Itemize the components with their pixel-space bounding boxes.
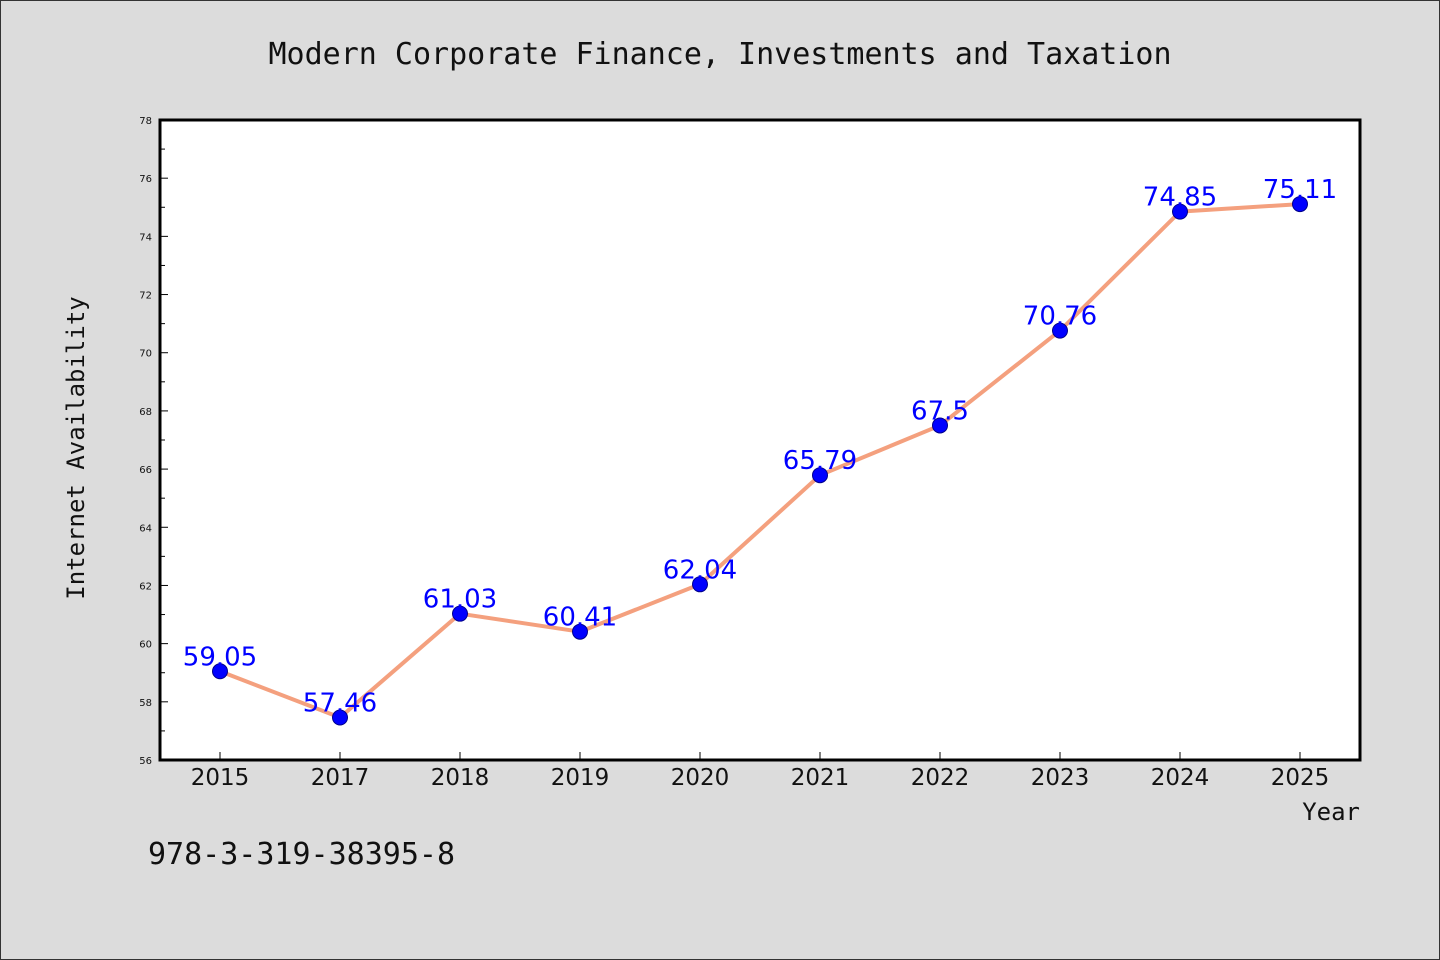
x-tick-label: 2021 xyxy=(791,765,850,791)
x-tick-label: 2022 xyxy=(911,765,970,791)
data-point xyxy=(332,709,348,726)
y-tick-label: 64 xyxy=(139,523,152,534)
x-tick-label: 2018 xyxy=(431,765,490,791)
data-label: 74.85 xyxy=(1143,183,1217,213)
data-label: 75.11 xyxy=(1263,175,1337,205)
data-label: 59.05 xyxy=(183,642,257,672)
x-tick-label: 2019 xyxy=(551,765,610,791)
x-axis: 2015 2017 2018 2019 2020 2021 2022 2023 2024 2025 xyxy=(191,752,1330,791)
data-label: 61.03 xyxy=(423,585,497,615)
y-tick-label: 56 xyxy=(139,756,152,767)
data-label: 67.5 xyxy=(911,396,969,426)
data-label: 60.41 xyxy=(543,603,617,633)
data-point xyxy=(1292,196,1308,213)
data-point xyxy=(932,417,948,434)
data-label: 65.79 xyxy=(783,446,857,476)
isbn-label: 978-3-319-38395-8 xyxy=(148,837,455,872)
data-point xyxy=(692,576,708,593)
x-tick-label: 2020 xyxy=(671,765,730,791)
y-tick-label: 60 xyxy=(139,640,152,651)
series-layer: 59.05 57.46 61.03 60.41 62.04 65.79 67.5 70.76 7… xyxy=(183,175,1337,726)
data-label: 57.46 xyxy=(303,689,377,719)
data-label: 70.76 xyxy=(1023,302,1097,332)
data-point xyxy=(212,663,228,680)
y-tick-label: 58 xyxy=(139,698,152,709)
y-tick-label: 66 xyxy=(139,465,152,476)
x-tick-label: 2023 xyxy=(1031,765,1090,791)
y-tick-label: 78 xyxy=(139,116,152,127)
x-tick-label: 2024 xyxy=(1151,765,1210,791)
y-tick-label: 70 xyxy=(139,349,152,360)
y-tick-label: 68 xyxy=(139,407,152,418)
x-axis-title: Year xyxy=(1302,798,1360,826)
y-axis-title: Internet Availability xyxy=(62,296,90,599)
x-tick-label: 2025 xyxy=(1271,765,1330,791)
y-tick-label: 72 xyxy=(139,291,152,302)
y-axis: 56 58 60 62 64 66 68 70 72 74 76 78 xyxy=(139,116,168,767)
data-point xyxy=(572,623,588,640)
plot-area xyxy=(158,118,1362,762)
chart-title: Modern Corporate Finance, Investments an… xyxy=(268,37,1171,72)
y-tick-label: 76 xyxy=(139,174,152,185)
data-label: 62.04 xyxy=(663,555,737,585)
series-line xyxy=(219,202,1301,720)
data-point xyxy=(452,605,468,622)
x-tick-label: 2017 xyxy=(311,765,370,791)
y-tick-label: 62 xyxy=(139,581,152,592)
y-tick-label: 74 xyxy=(139,232,152,243)
data-point xyxy=(812,467,828,484)
x-tick-label: 2015 xyxy=(191,765,250,791)
data-point xyxy=(1172,203,1188,220)
data-point xyxy=(1052,322,1068,339)
